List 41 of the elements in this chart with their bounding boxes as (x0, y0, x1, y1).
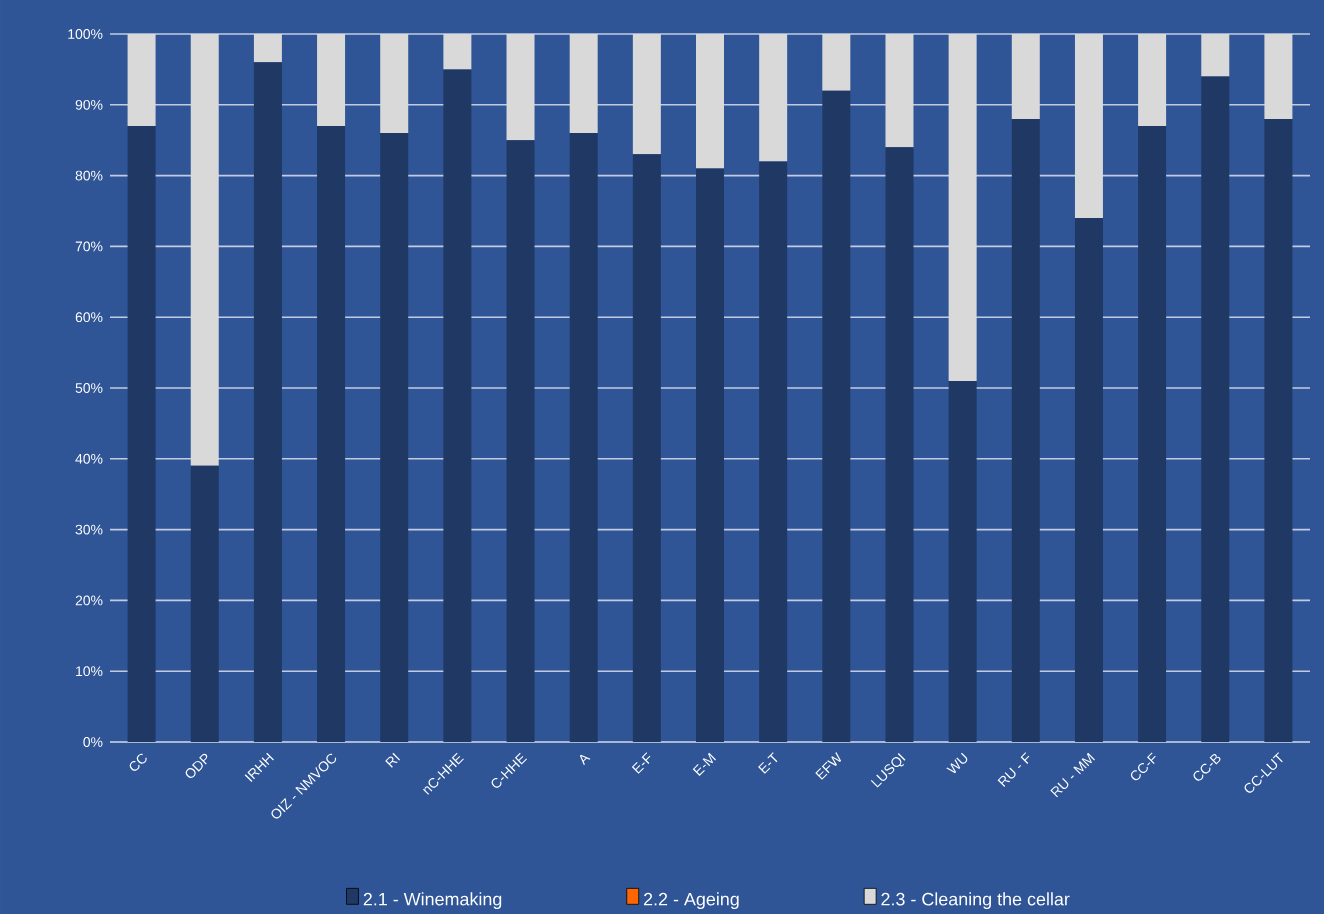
bar (1011, 118, 1040, 742)
bar (569, 132, 598, 742)
bar (1201, 33, 1230, 77)
bar (380, 33, 409, 133)
bar (506, 140, 535, 742)
bar (948, 380, 977, 742)
bar (253, 62, 282, 742)
bar (696, 33, 725, 169)
bar (885, 147, 914, 742)
bar (1074, 33, 1103, 218)
bar (569, 33, 598, 133)
bar (885, 33, 914, 148)
bar (1138, 125, 1167, 742)
legend-label: 2.2 - Ageing (644, 892, 739, 909)
bar (317, 33, 346, 126)
bar (632, 154, 661, 742)
bar (1074, 217, 1103, 742)
bar (759, 161, 788, 742)
bar (1138, 33, 1167, 126)
bar (696, 168, 725, 742)
bar (253, 33, 282, 63)
bar (822, 90, 851, 742)
bar (948, 33, 977, 381)
bar (190, 33, 219, 466)
bar (127, 125, 156, 742)
legend-label: 2.3 - Cleaning the cellar (881, 892, 1070, 909)
bar (380, 132, 409, 742)
bar (317, 125, 346, 742)
bar (1201, 76, 1230, 742)
bar (1264, 33, 1293, 119)
bar (1011, 33, 1040, 119)
bar (759, 33, 788, 162)
bar (632, 33, 661, 155)
bar (443, 33, 472, 70)
legend-label: 2.1 - Winemaking (363, 892, 502, 909)
bar (190, 465, 219, 742)
bar (443, 69, 472, 742)
bar (127, 33, 156, 126)
bar (506, 33, 535, 141)
bar (1264, 118, 1293, 742)
bar (822, 33, 851, 91)
